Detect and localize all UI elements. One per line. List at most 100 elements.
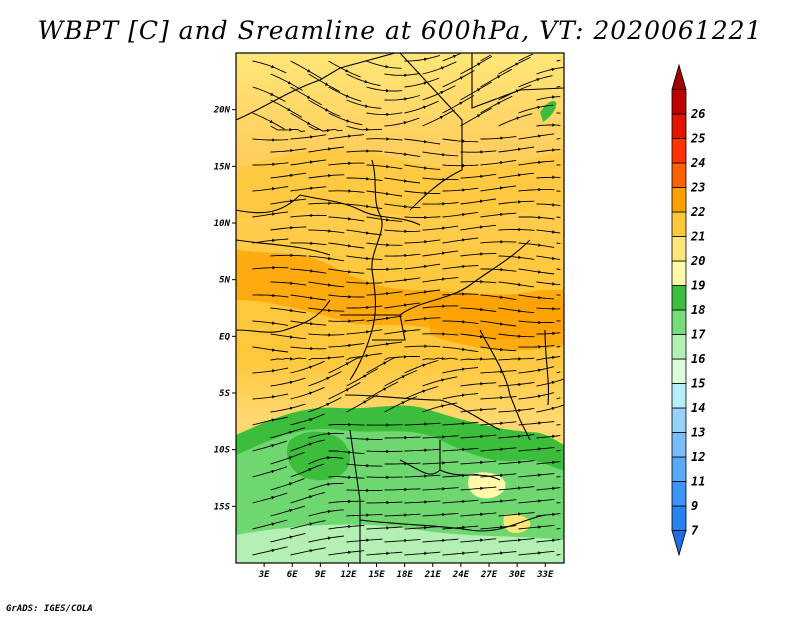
- streamline: [536, 355, 561, 361]
- streamline: [366, 356, 399, 374]
- streamline-arrow: [440, 91, 444, 95]
- streamline: [518, 268, 555, 275]
- streamline: [346, 203, 383, 210]
- streamline: [346, 394, 379, 413]
- lat-tick-label: 5N: [219, 276, 230, 286]
- streamline: [536, 461, 561, 465]
- streamline: [328, 60, 361, 78]
- streamline-arrow: [366, 538, 370, 542]
- streamline-arrow: [289, 430, 293, 435]
- streamline: [308, 397, 342, 413]
- streamline-arrow: [518, 512, 522, 516]
- streamline-arrow: [518, 486, 522, 490]
- streamline: [290, 214, 327, 218]
- streamline-arrow: [272, 238, 276, 243]
- streamline-arrow: [424, 551, 428, 556]
- streamline-arrow: [476, 88, 481, 92]
- colorbar-label: 20: [690, 254, 705, 268]
- streamline: [252, 294, 289, 298]
- streamline-arrow: [538, 551, 542, 555]
- streamline-arrow: [306, 95, 311, 99]
- streamline-arrow: [538, 473, 542, 477]
- streamline: [536, 281, 561, 286]
- streamline: [252, 492, 288, 504]
- streamline-arrow: [404, 303, 408, 307]
- streamline: [518, 447, 555, 452]
- streamline-arrow: [462, 525, 466, 530]
- streamline-arrow: [327, 455, 331, 460]
- streamline: [518, 473, 555, 478]
- streamline: [460, 512, 497, 517]
- streamline-arrow: [290, 281, 294, 285]
- streamline-arrow: [328, 147, 332, 151]
- streamline: [422, 512, 459, 517]
- streamline-arrow: [552, 282, 556, 286]
- streamline: [442, 164, 479, 167]
- streamline-arrow: [518, 147, 522, 152]
- streamline-arrow: [272, 293, 276, 298]
- colorbar-label: 18: [691, 303, 705, 317]
- colorbar-segment: [671, 309, 687, 335]
- streamline: [480, 551, 517, 556]
- streamline: [442, 237, 479, 244]
- streamline-arrow: [500, 186, 504, 190]
- lat-tick-label: EQ: [219, 332, 230, 342]
- streamline: [460, 107, 492, 127]
- streamline: [498, 357, 535, 361]
- streamline-arrow: [327, 482, 331, 487]
- colorbar-label: 16: [691, 352, 705, 366]
- streamline: [518, 498, 555, 504]
- streamline: [308, 229, 345, 234]
- streamline: [460, 538, 497, 543]
- streamline: [270, 73, 303, 91]
- streamline: [404, 422, 441, 426]
- field-layer: [236, 53, 564, 563]
- streamline: [422, 435, 459, 439]
- streamline-arrow: [386, 316, 390, 321]
- streamline-arrow: [442, 461, 446, 465]
- streamline-arrow: [424, 240, 428, 244]
- streamline-arrow: [480, 252, 484, 256]
- streamline-arrow: [287, 107, 291, 111]
- streamline-arrow: [404, 329, 408, 333]
- streamline: [480, 185, 517, 192]
- streamline: [252, 519, 288, 530]
- colorbar-label: 23: [690, 181, 705, 195]
- streamline-arrow: [518, 538, 522, 542]
- streamline-arrow: [364, 79, 368, 84]
- colorbar-segment: [671, 113, 687, 139]
- streamline-arrow: [328, 356, 332, 360]
- colorbar-segment: [671, 187, 687, 213]
- streamline-arrow: [538, 243, 542, 247]
- streamline: [270, 477, 305, 491]
- colorbar: 7 9 11 12 13 14 15 16 17 18 19 20 21 22 23 24 25 26: [671, 63, 706, 557]
- streamline: [556, 371, 561, 374]
- streamline-arrow: [500, 447, 504, 452]
- colorbar-label: 26: [690, 107, 705, 121]
- streamline: [480, 68, 513, 88]
- streamline-arrow: [345, 69, 349, 73]
- streamline-arrow: [537, 105, 541, 110]
- streamline: [308, 281, 345, 288]
- lon-axis: 3E 6E 9E 12E 15E 18E 21E 24E 27E 30E 33E: [258, 563, 554, 580]
- streamline: [252, 546, 288, 556]
- streamline: [442, 53, 462, 62]
- streamline: [480, 346, 517, 352]
- streamline-arrow: [424, 500, 428, 504]
- streamline: [518, 75, 553, 88]
- streamline: [328, 319, 365, 322]
- streamline-arrow: [442, 512, 446, 517]
- streamline-arrow: [480, 174, 484, 179]
- streamline-arrow: [424, 290, 428, 294]
- streamline-arrow: [500, 240, 504, 244]
- streamline: [328, 525, 365, 530]
- streamline-arrow: [459, 76, 464, 80]
- streamline: [460, 281, 497, 284]
- streamline: [384, 72, 421, 76]
- streamline-arrow: [272, 395, 276, 399]
- streamline-arrow: [309, 418, 313, 422]
- streamline: [366, 551, 403, 556]
- streamline-arrow: [288, 482, 293, 486]
- streamline: [422, 151, 459, 157]
- streamline-arrow: [366, 305, 370, 310]
